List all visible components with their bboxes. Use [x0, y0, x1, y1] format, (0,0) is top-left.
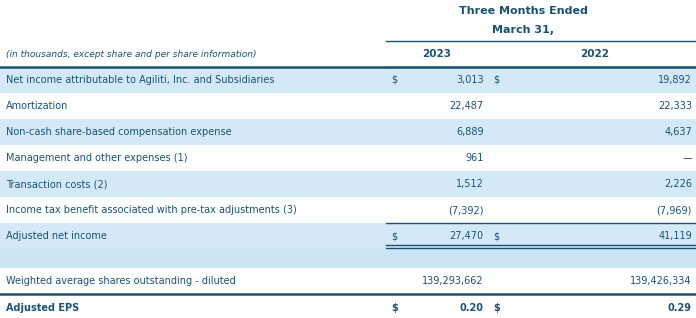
Text: March 31,: March 31,	[492, 25, 554, 35]
Text: 2,226: 2,226	[664, 179, 692, 189]
Text: Adjusted net income: Adjusted net income	[6, 231, 106, 241]
Text: $: $	[391, 231, 397, 241]
Text: Adjusted EPS: Adjusted EPS	[6, 302, 79, 313]
Bar	[0, 119, 696, 145]
Text: Transaction costs (2): Transaction costs (2)	[6, 179, 107, 189]
Text: 139,293,662: 139,293,662	[422, 276, 484, 287]
Text: Three Months Ended: Three Months Ended	[459, 6, 587, 16]
Text: 22,487: 22,487	[450, 101, 484, 111]
Text: 19,892: 19,892	[658, 75, 692, 85]
Text: 22,333: 22,333	[658, 101, 692, 111]
Text: (7,969): (7,969)	[656, 205, 692, 215]
Text: $: $	[391, 302, 398, 313]
Text: 139,426,334: 139,426,334	[631, 276, 692, 287]
Text: 1,512: 1,512	[456, 179, 484, 189]
Text: (in thousands, except share and per share information): (in thousands, except share and per shar…	[6, 50, 256, 59]
Text: Management and other expenses (1): Management and other expenses (1)	[6, 153, 187, 163]
Text: 41,119: 41,119	[658, 231, 692, 241]
Text: 0.20: 0.20	[460, 302, 484, 313]
Text: 2022: 2022	[580, 49, 610, 59]
Text: 0.29: 0.29	[668, 302, 692, 313]
Text: 3,013: 3,013	[456, 75, 484, 85]
Text: $: $	[493, 75, 499, 85]
Text: $: $	[493, 302, 500, 313]
Text: 4,637: 4,637	[664, 127, 692, 137]
Bar	[0, 249, 696, 268]
Text: 27,470: 27,470	[450, 231, 484, 241]
Bar	[0, 67, 696, 93]
Text: Income tax benefit associated with pre-tax adjustments (3): Income tax benefit associated with pre-t…	[6, 205, 296, 215]
Text: Net income attributable to Agiliti, Inc. and Subsidiaries: Net income attributable to Agiliti, Inc.…	[6, 75, 274, 85]
Text: Non-cash share-based compensation expense: Non-cash share-based compensation expens…	[6, 127, 231, 137]
Text: 961: 961	[466, 153, 484, 163]
Text: (7,392): (7,392)	[448, 205, 484, 215]
Text: Amortization: Amortization	[6, 101, 68, 111]
Text: Weighted average shares outstanding - diluted: Weighted average shares outstanding - di…	[6, 276, 235, 287]
Text: $: $	[493, 231, 499, 241]
Text: —: —	[682, 153, 692, 163]
Text: $: $	[391, 75, 397, 85]
Bar	[0, 223, 696, 249]
Text: 2023: 2023	[422, 49, 452, 59]
Bar	[0, 171, 696, 197]
Text: 6,889: 6,889	[456, 127, 484, 137]
